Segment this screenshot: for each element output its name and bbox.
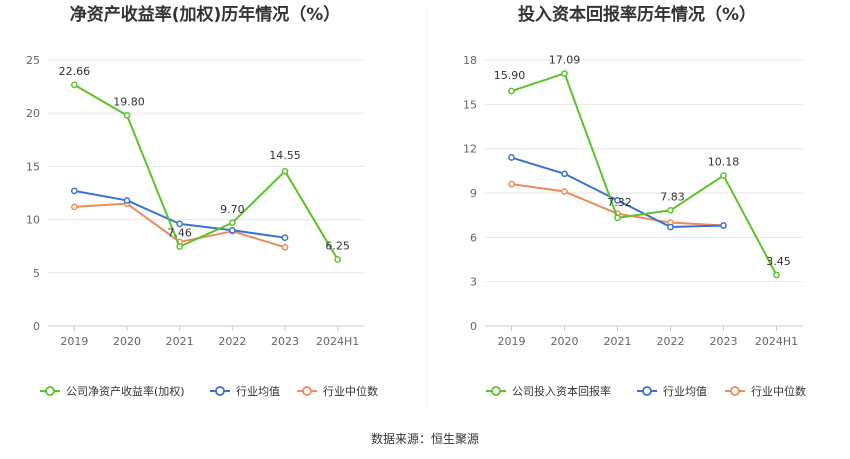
y-tick-label: 15 — [463, 98, 477, 111]
legend-label: 行业均值 — [236, 385, 280, 398]
legend-label: 公司净资产收益率(加权) — [66, 384, 185, 398]
data-point-industry-avg[interactable] — [176, 220, 184, 228]
data-point-company[interactable] — [228, 219, 236, 227]
data-point-industry-avg[interactable] — [228, 226, 236, 234]
x-tick-label: 2024H1 — [316, 335, 359, 348]
legend-item-company[interactable]: 公司净资产收益率(加权) — [40, 384, 185, 398]
data-label: 7.32 — [607, 196, 632, 209]
data-point-industry-avg[interactable] — [720, 222, 727, 229]
series-line-company — [511, 72, 778, 276]
data-label: 10.18 — [708, 156, 740, 169]
chart-title: 净资产收益率(加权)历年情况（%） — [70, 4, 341, 25]
legend-label: 行业均值 — [663, 385, 707, 398]
y-tick-label: 18 — [463, 54, 477, 67]
x-tick-label: 2022 — [218, 335, 246, 348]
data-point-industry-avg[interactable] — [667, 223, 674, 231]
y-tick-label: 9 — [470, 187, 477, 200]
x-tick-label: 2021 — [604, 335, 632, 348]
legend-swatch-marker — [302, 386, 312, 396]
y-tick-label: 5 — [33, 267, 40, 280]
data-point-company[interactable] — [70, 81, 78, 89]
data-point-company[interactable] — [773, 271, 780, 279]
y-tick-label: 10 — [26, 214, 40, 227]
data-label: 17.09 — [549, 53, 581, 66]
data-label: 9.70 — [220, 203, 245, 216]
y-tick-label: 0 — [470, 320, 477, 333]
x-tick-label: 2020 — [551, 335, 579, 348]
data-label: 19.80 — [113, 95, 145, 108]
y-tick-label: 12 — [463, 143, 477, 156]
roic-chart: 投入资本回报率历年情况（%） 0 3 6 9 12 15 18 2019 2020 2021 2022… — [463, 4, 806, 398]
y-tick-label: 6 — [470, 231, 477, 244]
data-point-industry-median[interactable] — [281, 243, 289, 251]
x-tick-label: 2019 — [498, 335, 526, 348]
legend-label: 行业中位数 — [751, 384, 806, 398]
legend-item-industry-median[interactable]: 行业中位数 — [725, 384, 806, 398]
legend-swatch-marker — [215, 386, 225, 396]
legend-item-industry-median[interactable]: 行业中位数 — [297, 384, 378, 398]
data-point-company[interactable] — [667, 206, 674, 214]
data-label: 14.55 — [269, 149, 301, 162]
data-label: 7.83 — [660, 190, 685, 203]
y-tick-label: 15 — [26, 160, 40, 173]
data-label: 6.25 — [325, 240, 350, 253]
data-point-industry-avg[interactable] — [508, 154, 515, 161]
data-point-industry-avg[interactable] — [281, 234, 289, 242]
legend-label: 公司投入资本回报率 — [512, 384, 611, 398]
data-point-company[interactable] — [123, 111, 131, 119]
y-tick-label: 0 — [33, 320, 40, 333]
legend-swatch-marker — [730, 386, 740, 396]
x-tick-label: 2024H1 — [755, 335, 798, 348]
x-tick-label: 2023 — [271, 335, 299, 348]
data-point-industry-median[interactable] — [561, 188, 568, 195]
legend-label: 行业中位数 — [323, 384, 378, 398]
data-label: 15.90 — [494, 69, 526, 82]
data-label: 3.45 — [766, 255, 791, 268]
y-tick-label: 20 — [26, 107, 40, 120]
data-point-industry-avg[interactable] — [123, 197, 131, 204]
data-point-company[interactable] — [561, 70, 568, 77]
x-tick-label: 2022 — [657, 335, 685, 348]
data-point-industry-median[interactable] — [508, 180, 515, 188]
data-point-company[interactable] — [614, 214, 621, 222]
legend-swatch-marker — [491, 386, 501, 396]
legend-item-company[interactable]: 公司投入资本回报率 — [486, 384, 611, 398]
x-tick-label: 2023 — [710, 335, 738, 348]
legend-swatch-marker — [45, 386, 55, 396]
series-line-company — [73, 84, 339, 261]
chart-title: 投入资本回报率历年情况（%） — [518, 4, 756, 25]
legend-item-industry-avg[interactable]: 行业均值 — [210, 385, 280, 398]
data-point-industry-median[interactable] — [70, 203, 78, 211]
data-point-company[interactable] — [334, 256, 342, 263]
data-point-industry-avg[interactable] — [614, 197, 621, 204]
data-label: 22.66 — [59, 65, 91, 78]
data-point-company[interactable] — [281, 167, 289, 175]
y-tick-label: 3 — [470, 276, 477, 289]
roe-chart: 净资产收益率(加权)历年情况（%） 0 5 10 15 20 25 2019 2020 2021 2… — [26, 4, 378, 398]
data-point-company[interactable] — [508, 87, 515, 95]
legend-item-industry-avg[interactable]: 行业均值 — [637, 385, 707, 398]
legend-swatch-marker — [642, 386, 652, 396]
x-tick-label: 2020 — [113, 335, 141, 348]
data-point-company[interactable] — [720, 172, 727, 179]
x-tick-label: 2019 — [60, 335, 88, 348]
data-point-industry-avg[interactable] — [561, 170, 568, 178]
source-label: 数据来源：恒生聚源 — [371, 431, 479, 446]
y-tick-label: 25 — [26, 54, 40, 67]
data-label: 7.46 — [167, 227, 192, 240]
data-point-industry-avg[interactable] — [70, 187, 78, 195]
x-tick-label: 2021 — [166, 335, 194, 348]
data-point-company[interactable] — [176, 243, 184, 250]
